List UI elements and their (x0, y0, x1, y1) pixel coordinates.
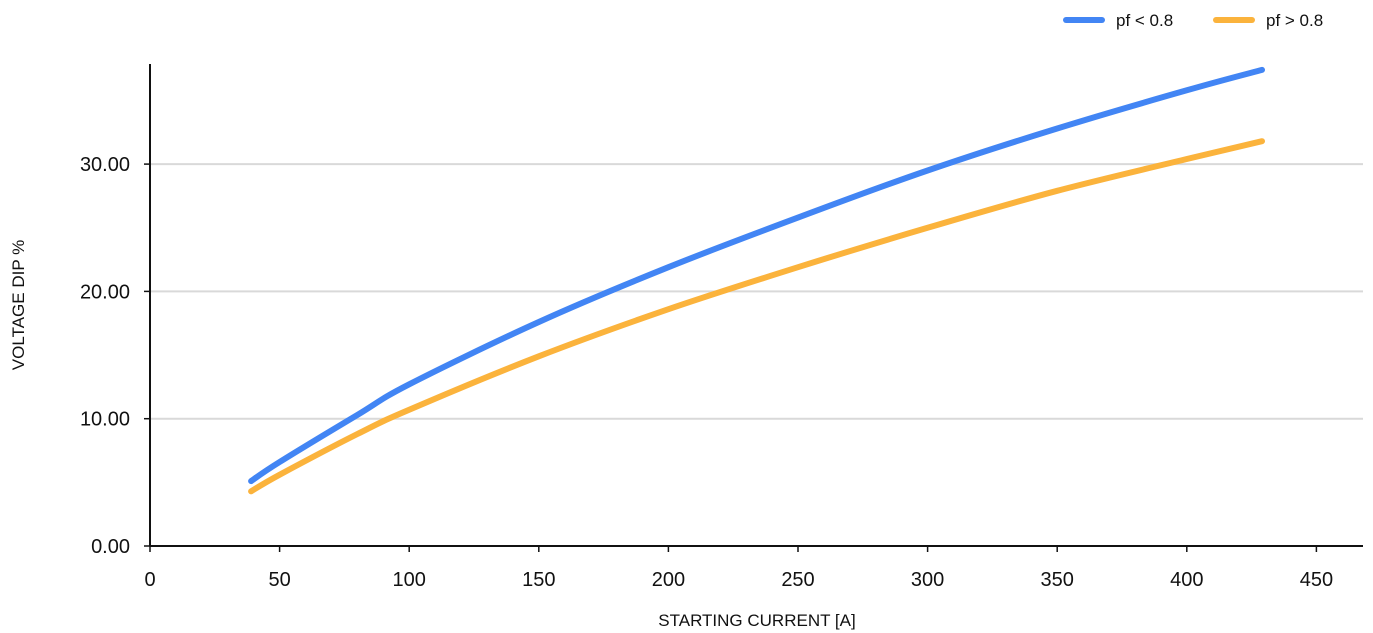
y-tick-label: 0.00 (91, 536, 130, 558)
x-axis-title: STARTING CURRENT [A] (658, 611, 855, 630)
x-tick-label: 100 (393, 569, 426, 591)
series-lines (248, 66, 1265, 495)
x-tick-label: 250 (781, 569, 814, 591)
y-tick-labels: 0.00 10.00 20.00 30.00 (80, 154, 150, 558)
x-tick-labels: 0 50 100 150 200 250 300 350 400 450 (144, 546, 1333, 591)
legend-label: pf < 0.8 (1116, 11, 1173, 30)
y-tick-label: 30.00 (80, 154, 130, 176)
legend: pf < 0.8 pf > 0.8 (1063, 11, 1323, 30)
y-tick-label: 20.00 (80, 281, 130, 303)
x-tick-label: 300 (911, 569, 944, 591)
x-tick-label: 350 (1041, 569, 1074, 591)
x-tick-label: 450 (1300, 569, 1333, 591)
x-tick-label: 400 (1170, 569, 1203, 591)
axes (149, 64, 1363, 547)
y-axis-title: VOLTAGE DIP % (9, 240, 28, 370)
legend-label: pf > 0.8 (1266, 11, 1323, 30)
y-tick-label: 10.00 (80, 409, 130, 431)
x-tick-label: 50 (268, 569, 290, 591)
x-tick-label: 200 (652, 569, 685, 591)
x-tick-label: 0 (144, 569, 155, 591)
x-tick-label: 150 (522, 569, 555, 591)
grid-lines (150, 163, 1363, 420)
series-line-1 (248, 66, 1265, 485)
series-line-2 (248, 138, 1265, 495)
